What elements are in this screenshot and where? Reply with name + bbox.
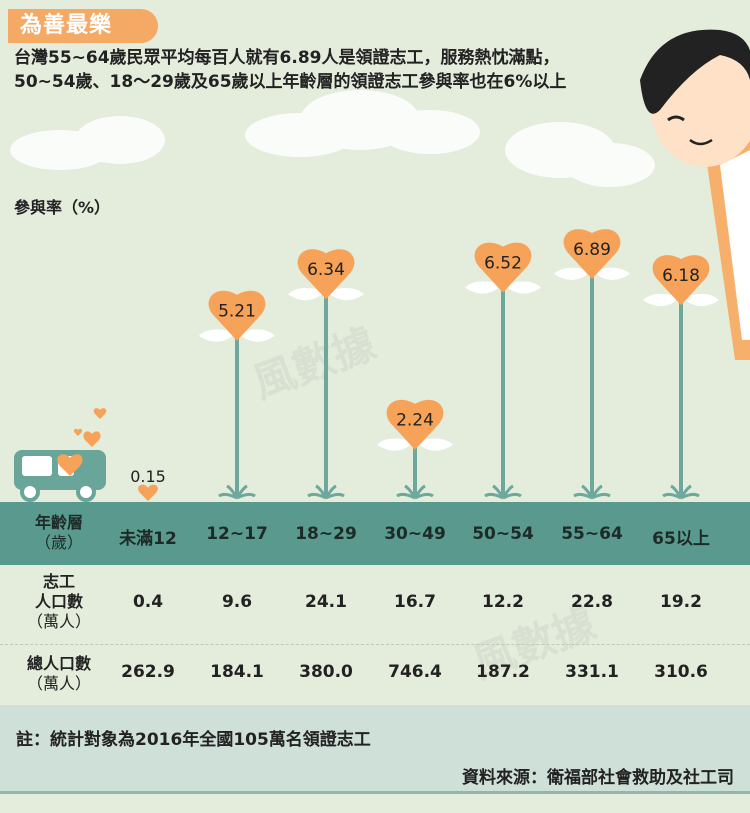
- data-label: 5.21: [218, 302, 256, 322]
- age-row-label: 年齡層 （歲）: [14, 513, 104, 553]
- grass-mark: [307, 484, 345, 500]
- data-label: 6.89: [573, 240, 611, 260]
- pop-unit-text: （萬人）: [26, 674, 91, 693]
- population-row-label: 總人口數 （萬人）: [14, 654, 104, 694]
- grass-mark: [218, 484, 256, 500]
- right-wing: [330, 287, 364, 301]
- footnote: 註：統計對象為2016年全國105萬名領證志工: [16, 730, 371, 750]
- volunteer-row-label: 志工 人口數 （萬人）: [14, 572, 104, 632]
- heart-mark: [386, 399, 444, 450]
- vol-label-text: 志工: [42, 572, 75, 591]
- grass-mark: [396, 484, 434, 500]
- right-wing: [685, 293, 719, 307]
- heart-mark: [208, 290, 266, 341]
- vol-label2-text: 人口數: [34, 592, 83, 611]
- left-wing: [377, 438, 411, 451]
- left-wing: [554, 267, 588, 280]
- age-category-label: 未滿12: [119, 529, 177, 549]
- title-badge: 為善最樂: [8, 9, 158, 43]
- left-wing: [288, 287, 322, 301]
- volunteer-count-cell: 19.2: [660, 592, 702, 612]
- age-category-label: 18~29: [295, 524, 357, 544]
- population-count-cell: 310.6: [654, 662, 708, 682]
- population-count-cell: 262.9: [121, 662, 175, 682]
- chart-svg: 0.15 5.21 6.34 2.24 6.52 6.89 6.18: [130, 229, 719, 501]
- row-divider: [0, 644, 750, 645]
- grass-mark: [573, 484, 611, 500]
- age-category-label: 55~64: [561, 524, 623, 544]
- age-category-label: 65以上: [652, 529, 710, 549]
- heart-mark: [138, 484, 158, 501]
- cloud-shapes: [10, 90, 655, 187]
- volunteer-count-cell: 22.8: [571, 592, 613, 612]
- left-wing: [465, 281, 499, 294]
- heart-mark: [563, 229, 621, 279]
- right-wing: [419, 438, 453, 451]
- age-header-band: [0, 502, 750, 565]
- population-count-cell: 746.4: [388, 662, 442, 682]
- left-wing: [643, 293, 677, 307]
- volunteer-count-cell: 12.2: [482, 592, 524, 612]
- population-count-cell: 187.2: [476, 662, 530, 682]
- age-unit-text: （歲）: [34, 533, 83, 552]
- heart-mark: [652, 255, 710, 306]
- age-category-label: 50~54: [472, 524, 534, 544]
- age-label-text: 年齡層: [34, 513, 83, 532]
- left-wing: [199, 329, 233, 342]
- vol-unit-text: （萬人）: [26, 612, 91, 631]
- data-label: 6.34: [307, 260, 345, 280]
- right-wing: [596, 267, 630, 280]
- y-axis-label: 參與率（%）: [14, 198, 111, 217]
- data-label: 0.15: [130, 467, 166, 486]
- character-illustration: [640, 29, 750, 360]
- footer-box: [0, 705, 750, 794]
- grass-mark: [484, 484, 522, 500]
- volunteer-count-cell: 24.1: [305, 592, 347, 612]
- heart-mark: [474, 242, 532, 293]
- age-category-label: 12~17: [206, 524, 268, 544]
- population-count-cell: 380.0: [299, 662, 353, 682]
- age-category-label: 30~49: [384, 524, 446, 544]
- volunteer-count-cell: 0.4: [132, 592, 164, 612]
- grass-mark: [662, 484, 700, 500]
- data-label: 6.52: [484, 254, 522, 274]
- volunteer-count-cell: 9.6: [221, 592, 253, 612]
- heart-mark: [297, 249, 355, 300]
- source-credit: 資料來源：衛福部社會救助及社工司: [462, 768, 734, 788]
- population-count-cell: 184.1: [210, 662, 264, 682]
- subtitle: 台灣55~64歲民眾平均每百人就有6.89人是領證志工，服務熱忱滿點，50~54…: [14, 48, 567, 92]
- truck-icon: [14, 408, 107, 502]
- right-wing: [507, 281, 541, 294]
- population-count-cell: 331.1: [565, 662, 619, 682]
- data-label: 6.18: [662, 266, 700, 286]
- pop-label-text: 總人口數: [26, 654, 91, 673]
- right-wing: [241, 329, 275, 342]
- data-label: 2.24: [396, 411, 434, 431]
- volunteer-count-cell: 16.7: [394, 592, 436, 612]
